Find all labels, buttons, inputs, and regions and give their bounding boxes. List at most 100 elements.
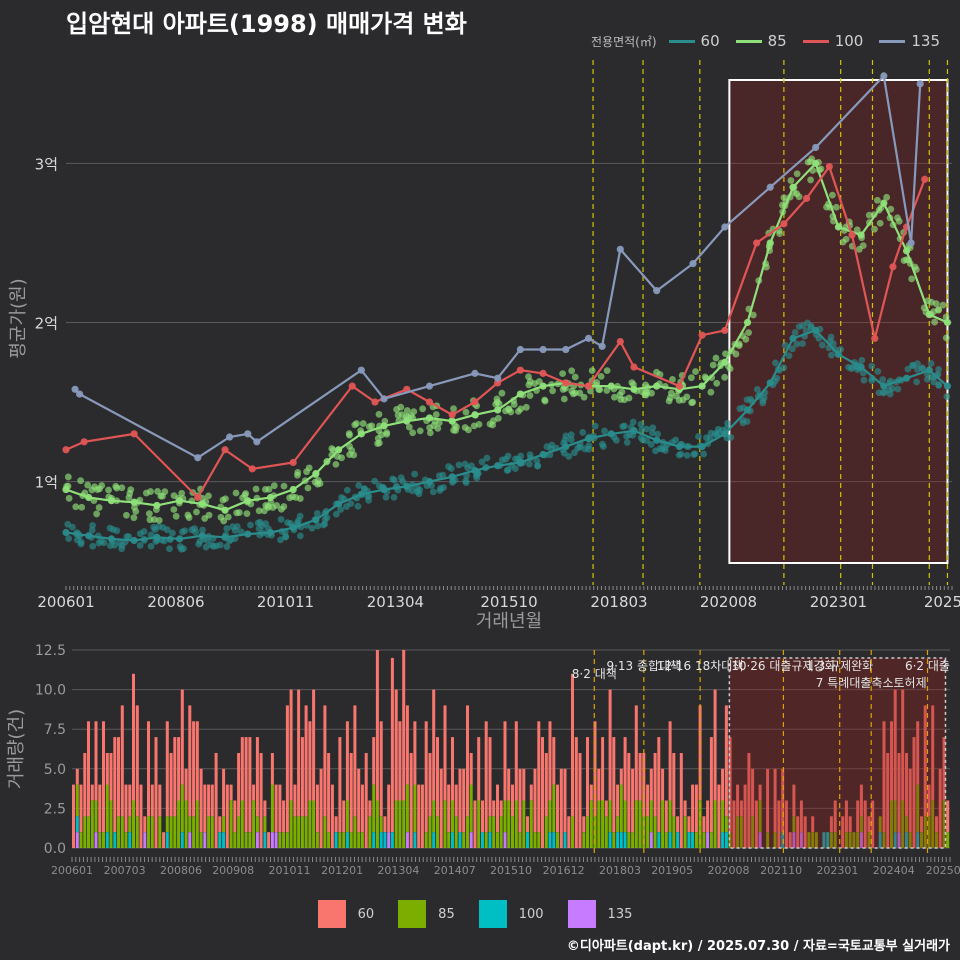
bar-segment-85 — [859, 816, 863, 833]
bar-x-tick-label: 200601 — [51, 864, 93, 877]
x-tick-label: 200806 — [147, 593, 204, 611]
bar-segment-60 — [796, 816, 800, 848]
scatter-point-85 — [475, 420, 483, 428]
event-label: 1·3 규제완화 — [806, 659, 873, 673]
bar-segment-135 — [859, 832, 863, 848]
scatter-point-85 — [78, 503, 86, 511]
scatter-point-85 — [687, 374, 695, 382]
scatter-point-60 — [647, 441, 655, 448]
scatter-point-60 — [785, 352, 793, 360]
scatter-point-60 — [435, 472, 443, 480]
series-point-135 — [616, 245, 624, 253]
bar-segment-60 — [207, 784, 211, 817]
series-point-100 — [221, 446, 229, 454]
scatter-point-85 — [559, 386, 567, 393]
bar-legend-label: 60 — [357, 906, 375, 922]
bar-x-tick-label: 202008 — [707, 864, 749, 877]
bar-segment-85 — [571, 816, 574, 848]
series-point-85 — [607, 382, 615, 390]
scatter-point-85 — [883, 193, 891, 201]
scatter-point-85 — [928, 298, 935, 306]
bar-segment-85 — [544, 816, 548, 848]
scatter-point-85 — [541, 396, 548, 404]
scatter-point-60 — [181, 527, 189, 535]
bar-segment-60 — [920, 816, 923, 833]
series-point-135 — [253, 438, 261, 446]
scatter-point-60 — [585, 445, 593, 453]
series-point-100 — [584, 382, 593, 390]
scatter-point-60 — [169, 529, 176, 537]
series-point-60 — [743, 406, 752, 414]
bar-segment-85 — [713, 800, 717, 848]
scatter-point-85 — [580, 393, 588, 401]
footer-credit: ©디아파트(dapt.kr) / 2025.07.30 / 자료=국토교통부 실… — [566, 939, 950, 954]
series-point-135 — [76, 390, 84, 398]
scatter-point-85 — [294, 469, 302, 476]
bar-segment-85 — [661, 800, 665, 848]
y-tick-label: 1억 — [35, 474, 58, 492]
scatter-point-60 — [643, 425, 651, 433]
bar-segment-100 — [657, 832, 661, 848]
scatter-point-85 — [462, 408, 470, 416]
series-point-60 — [516, 458, 524, 467]
scatter-point-85 — [426, 429, 434, 437]
series-point-60 — [630, 427, 638, 435]
bar-segment-100 — [916, 832, 920, 848]
series-point-85 — [902, 247, 911, 255]
bar-segment-100 — [263, 832, 267, 848]
bar-segment-85 — [724, 816, 728, 833]
bar-segment-85 — [454, 816, 458, 848]
bar-segment-85 — [300, 816, 304, 848]
scatter-point-60 — [504, 452, 512, 460]
scatter-point-60 — [213, 542, 220, 550]
scatter-point-60 — [337, 506, 344, 513]
scatter-point-85 — [526, 378, 534, 385]
bar-segment-85 — [514, 800, 518, 848]
scatter-point-85 — [172, 512, 180, 520]
scatter-point-60 — [526, 451, 534, 459]
scatter-point-60 — [654, 430, 662, 438]
scatter-point-85 — [338, 454, 346, 462]
bar-segment-60 — [270, 753, 274, 785]
scatter-point-85 — [205, 511, 213, 519]
series-point-60 — [266, 528, 275, 537]
bar-segment-135 — [799, 832, 803, 848]
scatter-point-85 — [873, 196, 881, 204]
bar-segment-60 — [942, 737, 946, 801]
bar-segment-85 — [285, 832, 289, 848]
scatter-point-85 — [351, 421, 359, 429]
bar-segment-85 — [852, 832, 856, 848]
bar-segment-85 — [135, 816, 139, 848]
bar-segment-85 — [694, 832, 698, 848]
scatter-point-60 — [637, 420, 645, 428]
series-point-60 — [812, 326, 820, 335]
bar-segment-85 — [94, 800, 98, 833]
scatter-point-60 — [772, 359, 779, 367]
bar-segment-60 — [102, 721, 105, 833]
series-point-60 — [153, 533, 161, 541]
bar-segment-60 — [398, 721, 402, 801]
bar-segment-60 — [597, 768, 601, 801]
scatter-point-85 — [375, 410, 383, 418]
bar-x-tick-label: 201011 — [268, 864, 310, 877]
scatter-point-60 — [343, 486, 351, 494]
bar-segment-85 — [304, 816, 308, 848]
bar-segment-85 — [488, 816, 492, 833]
bar-segment-100 — [432, 832, 436, 848]
y-tick-label: 3억 — [35, 155, 58, 173]
bar-segment-60 — [507, 768, 511, 801]
series-point-85 — [357, 430, 365, 438]
bar-segment-60 — [428, 753, 432, 817]
series-point-85 — [516, 390, 524, 398]
scatter-point-85 — [588, 367, 596, 374]
event-label: 7 특례대출축소토허제 — [816, 676, 927, 690]
bar-segment-85 — [601, 800, 605, 848]
scatter-point-85 — [876, 219, 884, 227]
series-point-85 — [812, 159, 820, 167]
scatter-point-60 — [637, 434, 645, 442]
scatter-point-85 — [603, 387, 611, 394]
scatter-point-85 — [232, 489, 240, 497]
bar-segment-60 — [154, 737, 158, 848]
bar-segment-100 — [458, 832, 462, 848]
bar-segment-85 — [308, 800, 312, 848]
